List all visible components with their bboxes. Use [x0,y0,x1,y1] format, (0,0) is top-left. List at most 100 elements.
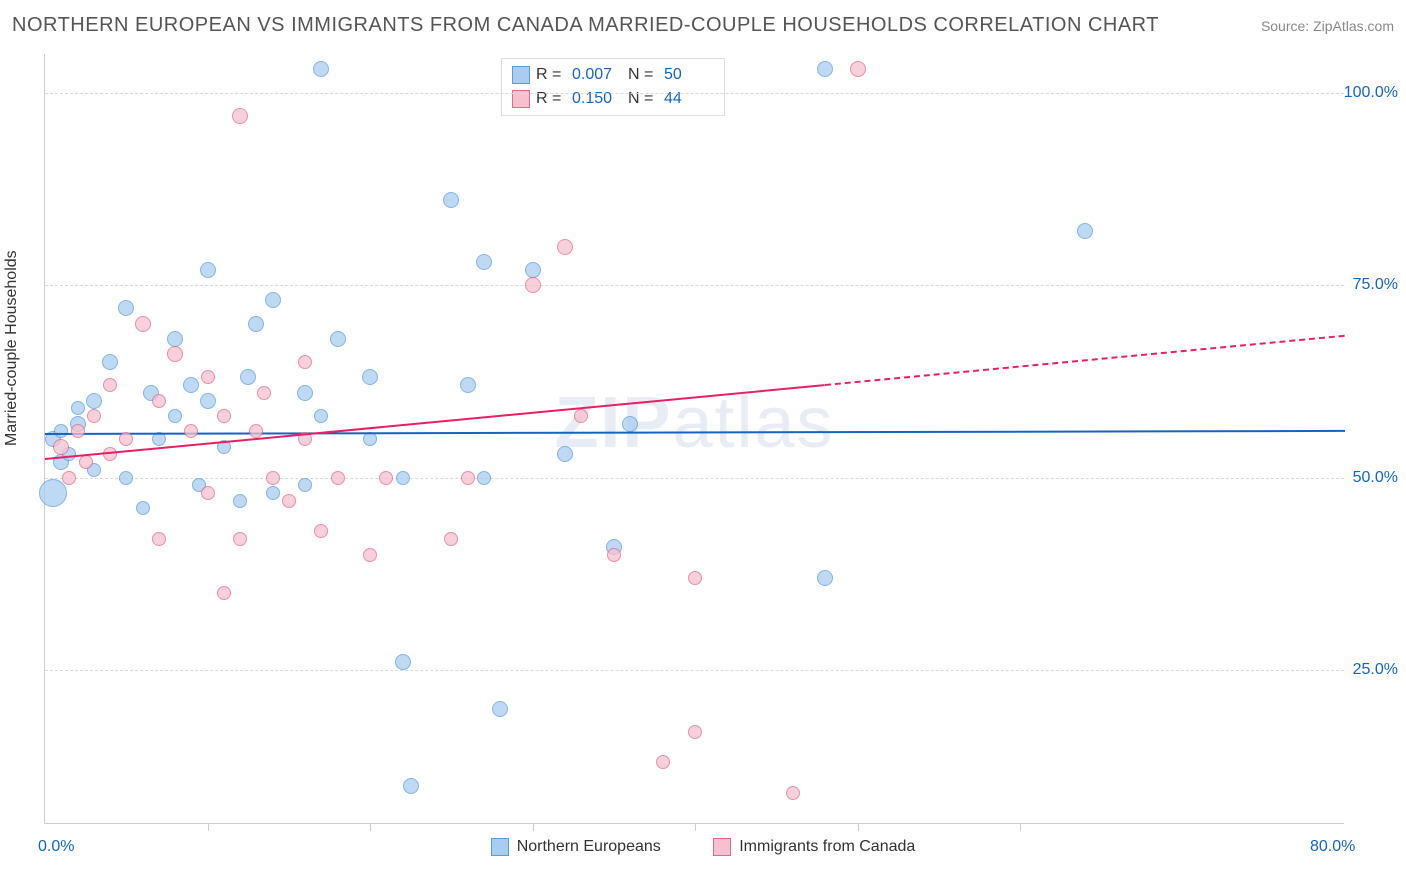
data-point [607,548,621,562]
swatch-canada-icon [713,838,731,856]
x-tick [208,823,209,831]
chart-title: NORTHERN EUROPEAN VS IMMIGRANTS FROM CAN… [12,14,1159,36]
data-point [240,369,256,385]
data-point [249,424,263,438]
trend-line [825,335,1345,386]
legend-item-canada: Immigrants from Canada [713,838,915,856]
data-point [817,570,833,586]
data-point [135,316,151,332]
data-point [71,401,85,415]
data-point [297,385,313,401]
data-point [168,409,182,423]
swatch-northern-icon [491,838,509,856]
data-point [233,532,247,546]
correlation-legend: R = 0.007 N = 50 R = 0.150 N = 44 [501,58,725,116]
data-point [443,192,459,208]
series-legend: Northern Europeans Immigrants from Canad… [0,838,1406,861]
data-point [183,377,199,393]
data-point [248,316,264,332]
data-point [232,108,248,124]
data-point [557,446,573,462]
data-point [850,61,866,77]
data-point [314,409,328,423]
data-point [217,586,231,600]
x-tick [1020,823,1021,831]
gridline [45,285,1344,286]
data-point [54,424,68,438]
data-point [362,369,378,385]
data-point [118,300,134,316]
gridline [45,670,1344,671]
data-point [688,571,702,585]
data-point [62,471,76,485]
data-point [167,331,183,347]
data-point [688,725,702,739]
data-point [87,409,101,423]
data-point [201,370,215,384]
data-point [102,354,118,370]
gridline [45,478,1344,479]
data-point [492,701,508,717]
data-point [103,378,117,392]
data-point [266,486,280,500]
data-point [200,262,216,278]
data-point [152,394,166,408]
data-point [379,471,393,485]
data-point [314,524,328,538]
data-point [167,346,183,362]
data-point [53,439,69,455]
data-point [233,494,247,508]
y-tick-label: 25.0% [1353,661,1398,679]
data-point [525,262,541,278]
data-point [330,331,346,347]
data-point [136,501,150,515]
data-point [184,424,198,438]
legend-item-northern: Northern Europeans [491,838,661,856]
data-point [525,277,541,293]
data-point [282,494,296,508]
data-point [257,386,271,400]
data-point [396,471,410,485]
data-point [786,786,800,800]
data-point [476,254,492,270]
swatch-northern [512,66,530,84]
data-point [461,471,475,485]
data-point [331,471,345,485]
y-axis-label: Married-couple Households [3,250,21,446]
data-point [152,532,166,546]
data-point [313,61,329,77]
scatter-plot: ZIPatlas R = 0.007 N = 50 R = 0.150 N = … [44,54,1344,824]
data-point [574,409,588,423]
data-point [201,486,215,500]
data-point [817,61,833,77]
data-point [395,654,411,670]
data-point [39,479,67,507]
data-point [298,355,312,369]
data-point [363,548,377,562]
data-point [217,409,231,423]
data-point [403,778,419,794]
data-point [444,532,458,546]
data-point [103,447,117,461]
x-tick [533,823,534,831]
data-point [656,755,670,769]
x-tick [695,823,696,831]
data-point [265,292,281,308]
data-point [298,478,312,492]
watermark: ZIPatlas [554,382,834,464]
legend-row-canada: R = 0.150 N = 44 [512,87,714,111]
data-point [622,416,638,432]
y-tick-label: 100.0% [1344,84,1398,102]
data-point [119,432,133,446]
data-point [460,377,476,393]
gridline [45,93,1344,94]
data-point [1077,223,1093,239]
data-point [266,471,280,485]
data-point [477,471,491,485]
data-point [86,393,102,409]
data-point [200,393,216,409]
y-tick-label: 50.0% [1353,469,1398,487]
y-tick-label: 75.0% [1353,276,1398,294]
data-point [71,424,85,438]
source-label: Source: ZipAtlas.com [1261,18,1394,34]
